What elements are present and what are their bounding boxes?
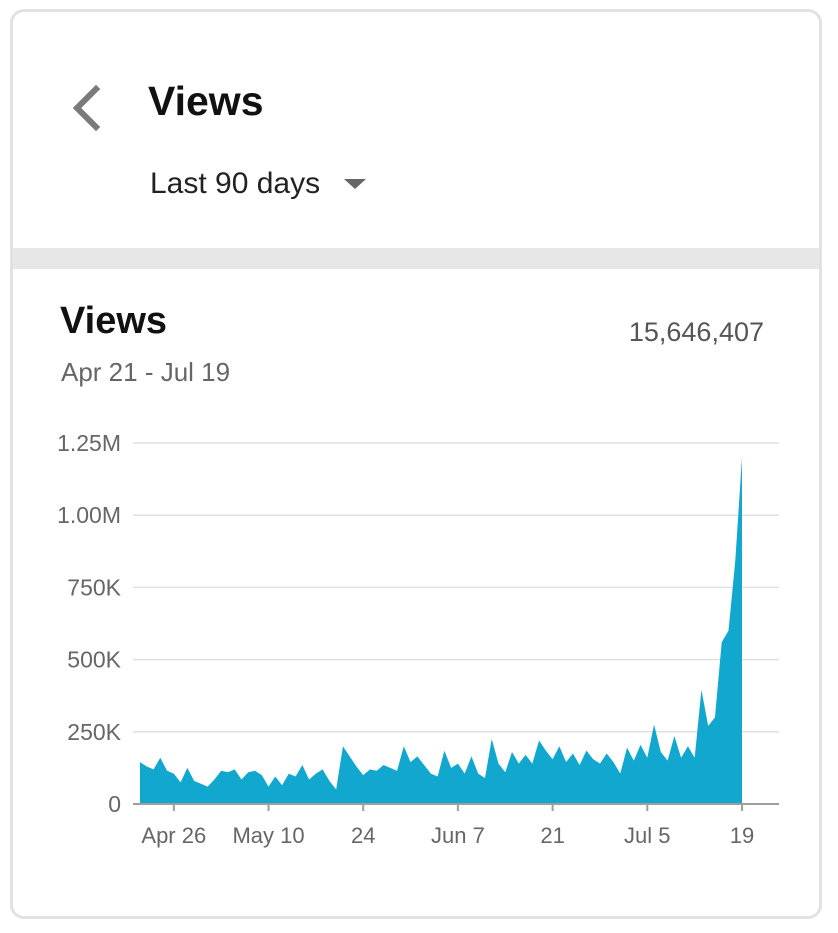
y-tick-label: 500K bbox=[67, 647, 121, 673]
y-tick-label: 250K bbox=[67, 719, 121, 745]
views-area-chart: 0 250K 500K 750K 1.00M 1.25M Apr 26 May 10 24 Ju… bbox=[57, 430, 779, 848]
card-date-range: Apr 21 - Jul 19 bbox=[61, 357, 231, 387]
card-title: Views bbox=[60, 300, 168, 342]
y-axis-ticks: 0 250K 500K 750K 1.00M 1.25M bbox=[57, 430, 122, 817]
x-tick-label: Jul 5 bbox=[624, 823, 670, 848]
x-tick-label: Jun 7 bbox=[431, 823, 485, 848]
caret-down-icon bbox=[344, 179, 367, 189]
views-screen: Views Last 90 days Views 15,646,407 Apr … bbox=[10, 9, 822, 919]
chart-gridlines bbox=[133, 442, 779, 733]
x-tick-label: 24 bbox=[351, 823, 375, 848]
date-range-selected: Last 90 days bbox=[150, 167, 321, 200]
x-tick-label: May 10 bbox=[232, 823, 304, 848]
y-tick-label: 750K bbox=[67, 574, 121, 600]
header: Views Last 90 days bbox=[13, 12, 819, 248]
x-tick-label: 21 bbox=[540, 823, 564, 848]
y-tick-label: 1.00M bbox=[57, 502, 121, 528]
chevron-left-icon bbox=[72, 85, 101, 131]
y-tick-label: 1.25M bbox=[57, 430, 121, 456]
x-tick-label: 19 bbox=[730, 823, 754, 848]
date-range-dropdown[interactable]: Last 90 days bbox=[150, 164, 367, 204]
section-divider bbox=[13, 248, 819, 269]
x-axis: Apr 26 May 10 24 Jun 7 21 Jul 5 19 bbox=[133, 803, 779, 848]
back-button[interactable] bbox=[61, 78, 111, 138]
x-tick-label: Apr 26 bbox=[141, 823, 206, 848]
views-total: 15,646,407 bbox=[628, 317, 764, 347]
page-title: Views bbox=[148, 78, 264, 124]
y-tick-label: 0 bbox=[108, 791, 121, 817]
chart-series bbox=[140, 457, 742, 804]
views-area bbox=[140, 457, 742, 804]
